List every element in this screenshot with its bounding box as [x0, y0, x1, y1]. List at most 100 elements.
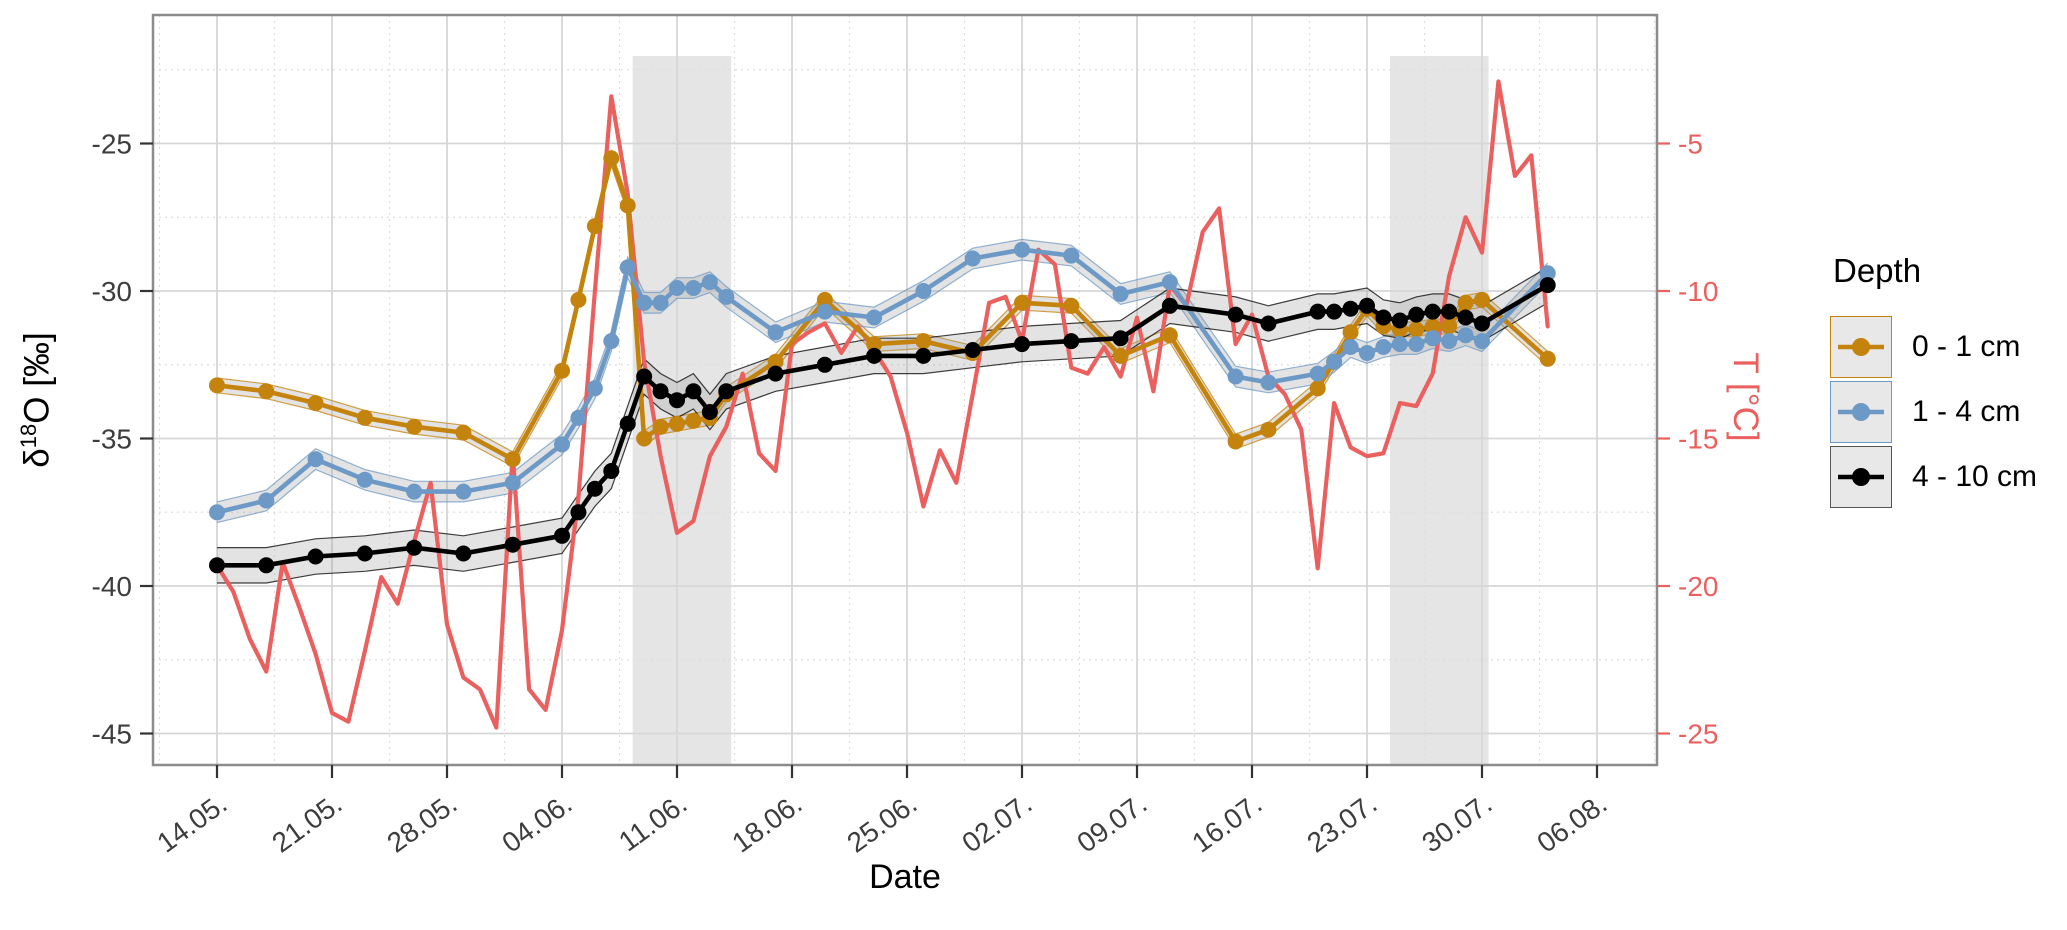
- data-point: [669, 415, 686, 432]
- data-point: [603, 150, 620, 167]
- data-point: [1457, 294, 1474, 311]
- data-point: [685, 280, 702, 296]
- data-point: [209, 557, 225, 574]
- data-point: [1474, 315, 1491, 332]
- data-point: [356, 545, 373, 562]
- data-point: [504, 536, 521, 553]
- data-point: [915, 333, 932, 350]
- data-point: [1474, 291, 1491, 308]
- data-point: [1161, 297, 1178, 314]
- data-point: [406, 539, 423, 556]
- legend-key-line-dot-icon: [1830, 315, 1892, 378]
- y-left-tick-label: -45: [92, 719, 132, 750]
- y-axis-title-right: T [°C]: [1726, 352, 1765, 442]
- data-point: [701, 274, 718, 291]
- y-left-tick-label: -25: [92, 129, 132, 160]
- shaded-period: [1390, 56, 1489, 765]
- data-point: [1457, 327, 1474, 344]
- data-point: [866, 336, 883, 353]
- x-tick-label: 28.05.: [381, 788, 462, 859]
- data-point: [964, 250, 981, 267]
- data-point: [504, 451, 521, 468]
- data-point: [603, 463, 620, 479]
- data-point: [1441, 303, 1458, 320]
- x-tick-label: 16.07.: [1186, 788, 1267, 859]
- data-point: [504, 474, 521, 491]
- data-point: [307, 548, 324, 565]
- data-point: [1014, 241, 1031, 258]
- data-point: [619, 197, 636, 214]
- data-point: [586, 480, 603, 497]
- data-point: [455, 545, 472, 562]
- data-point: [1359, 345, 1376, 361]
- series-1 - 4 cm: [209, 241, 1556, 521]
- data-point: [1457, 309, 1474, 326]
- data-point: [1424, 330, 1441, 347]
- data-point: [1112, 286, 1129, 302]
- x-tick-label: 06.08.: [1531, 788, 1612, 859]
- y-right-tick-label: -15: [1678, 424, 1718, 455]
- legend-item-1-4cm: 1 - 4 cm: [1830, 379, 2037, 444]
- data-point: [1441, 333, 1458, 350]
- data-point: [1326, 353, 1343, 370]
- data-point: [307, 451, 324, 468]
- data-point: [1309, 380, 1326, 397]
- data-point: [1539, 350, 1556, 367]
- data-point: [915, 347, 932, 364]
- data-point: [1342, 300, 1359, 317]
- x-tick-label: 18.06.: [726, 788, 807, 859]
- x-tick-label: 21.05.: [266, 788, 347, 859]
- data-point: [1227, 306, 1244, 323]
- data-point: [1227, 368, 1244, 385]
- data-point: [636, 430, 653, 447]
- legend-item-label: 0 - 1 cm: [1912, 329, 2021, 363]
- data-point: [1014, 336, 1031, 353]
- data-point: [619, 415, 636, 432]
- data-point: [603, 333, 620, 350]
- ribbon-0 - 1 cm: [217, 150, 1548, 467]
- data-point: [1342, 339, 1359, 355]
- data-point: [1408, 336, 1425, 353]
- data-point: [570, 504, 587, 521]
- grid-minor: [153, 15, 1657, 765]
- data-point: [964, 342, 981, 358]
- data-point: [1359, 297, 1376, 314]
- data-point: [1391, 336, 1408, 353]
- data-point: [767, 365, 784, 382]
- data-point: [816, 356, 833, 373]
- data-point: [1161, 327, 1178, 344]
- data-point: [685, 383, 702, 400]
- data-point: [1309, 303, 1326, 320]
- y-axis-title-left: δ18O [‰]: [16, 250, 60, 550]
- temperature-line: [214, 79, 1550, 730]
- data-point: [636, 294, 653, 311]
- data-point: [1539, 265, 1556, 282]
- data-point: [1112, 347, 1129, 364]
- legend-key-line-dot-icon: [1830, 380, 1892, 443]
- data-point: [1063, 333, 1080, 350]
- data-point: [554, 527, 571, 544]
- data-point: [258, 557, 275, 574]
- data-point: [1227, 433, 1244, 450]
- legend-key-line-dot-icon: [1830, 445, 1892, 508]
- data-point: [1309, 365, 1326, 382]
- series-4 - 10 cm: [209, 277, 1556, 574]
- y-right-tick-label: -10: [1678, 276, 1718, 307]
- x-tick-label: 11.06.: [613, 788, 693, 858]
- data-point: [866, 347, 883, 364]
- data-point: [767, 324, 784, 341]
- data-point: [1441, 318, 1458, 335]
- data-point: [209, 377, 225, 394]
- data-point: [586, 380, 603, 397]
- y-right-tick-label: -5: [1678, 129, 1703, 160]
- data-point: [554, 362, 571, 379]
- data-point: [866, 309, 883, 326]
- x-tick-label: 25.06.: [841, 788, 922, 859]
- data-point: [1063, 297, 1080, 314]
- data-point: [652, 294, 669, 311]
- data-point: [701, 404, 718, 420]
- data-point: [570, 291, 587, 308]
- y-left-tick-label: -30: [92, 276, 132, 307]
- legend-item-label: 4 - 10 cm: [1912, 459, 2038, 493]
